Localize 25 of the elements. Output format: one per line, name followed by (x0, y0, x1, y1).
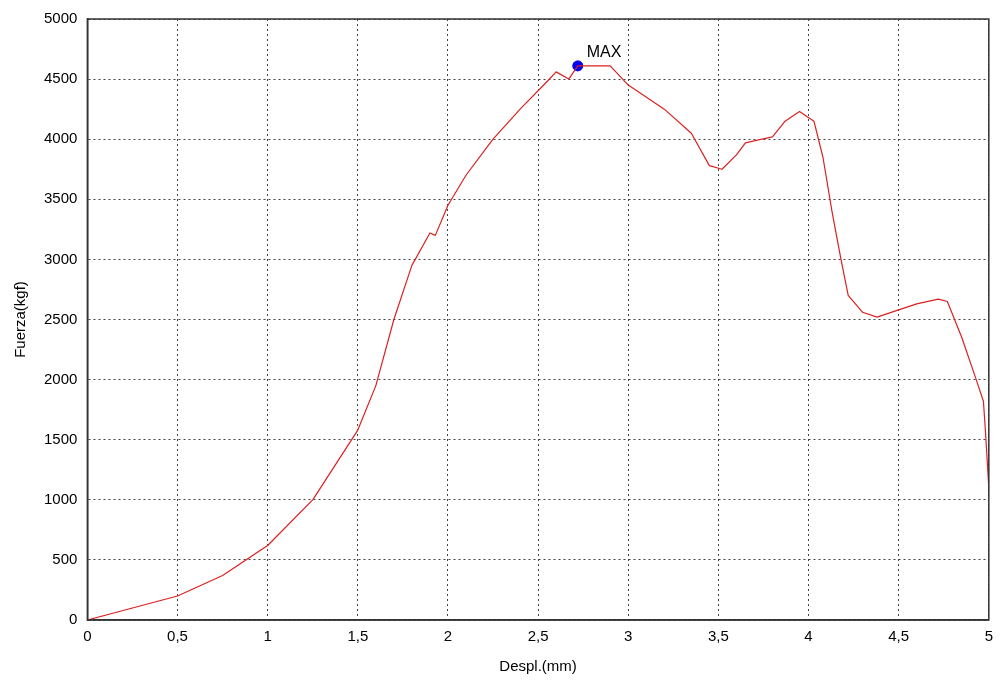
y-tick-label: 500 (52, 550, 78, 568)
y-tick-label: 2000 (43, 369, 78, 387)
y-tick-label: 3500 (43, 189, 78, 207)
y-tick-label: 2500 (43, 309, 78, 327)
x-tick-label: 0,5 (167, 627, 188, 645)
y-tick-label: 5000 (43, 9, 78, 27)
x-tick-label: 4,5 (888, 627, 910, 645)
y-tick-label: 4500 (43, 69, 78, 87)
x-tick-label: 1,5 (347, 627, 369, 645)
y-tick-label: 1000 (43, 489, 78, 507)
x-tick-label: 4 (804, 627, 813, 645)
x-tick-label: 3 (624, 627, 633, 645)
x-tick-label: 2 (443, 627, 453, 645)
x-tick-label: 3,5 (707, 627, 729, 645)
y-tick-label: 4000 (43, 129, 78, 147)
x-axis-title: Despl.(mm) (499, 657, 577, 675)
x-tick-label: 0 (83, 627, 92, 645)
y-axis-title: Fuerza(kgf) (11, 281, 29, 358)
y-tick-label: 0 (69, 610, 78, 628)
x-tick-label: 5 (984, 627, 993, 645)
y-tick-label: 3000 (43, 249, 78, 267)
annotation: MAX (586, 43, 622, 61)
x-tick-label: 1 (263, 627, 272, 645)
y-tick-label: 1500 (43, 429, 78, 447)
x-tick-label: 2,5 (527, 627, 549, 645)
